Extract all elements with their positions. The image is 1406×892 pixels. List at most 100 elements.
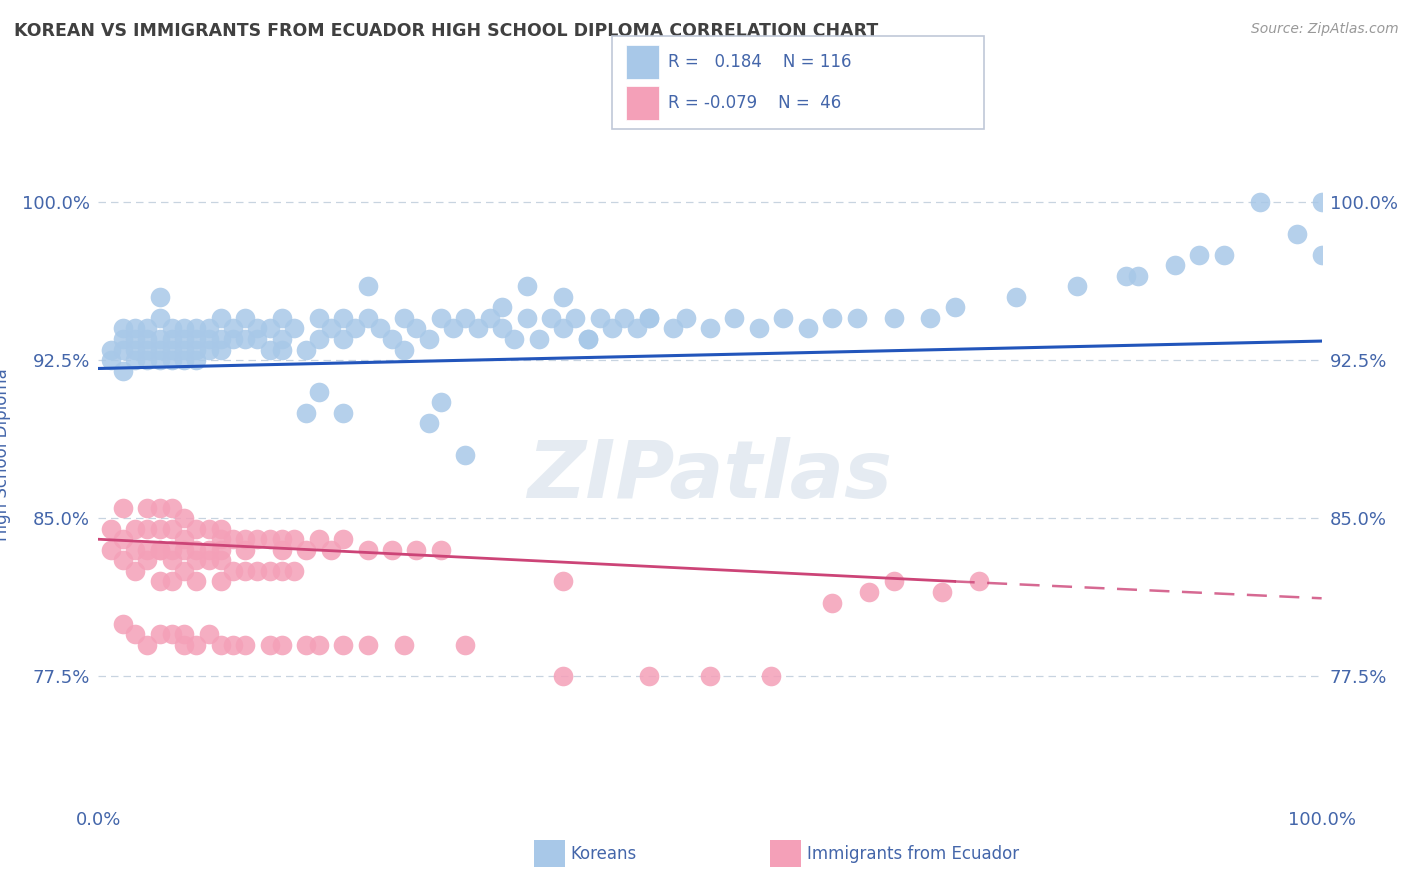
Point	[186, 321, 208, 335]
Point	[149, 310, 172, 325]
Point	[209, 542, 232, 557]
Point	[259, 564, 281, 578]
Point	[845, 310, 868, 325]
Point	[160, 500, 183, 515]
Point	[149, 290, 172, 304]
Point	[173, 638, 195, 652]
Point	[259, 533, 281, 547]
Point	[124, 522, 146, 536]
Point	[270, 533, 294, 547]
Point	[368, 321, 391, 335]
Point	[222, 332, 245, 346]
Point	[136, 522, 159, 536]
Point	[197, 321, 219, 335]
Point	[233, 533, 256, 547]
Point	[136, 500, 159, 515]
Point	[600, 321, 623, 335]
Point	[209, 332, 232, 346]
Point	[160, 542, 183, 557]
Point	[515, 310, 537, 325]
Point	[124, 353, 146, 368]
Point	[699, 321, 721, 335]
Point	[332, 406, 354, 420]
Point	[173, 533, 195, 547]
Point	[233, 332, 256, 346]
Point	[124, 332, 146, 346]
Point	[186, 574, 208, 589]
Point	[527, 332, 550, 346]
Point	[392, 638, 416, 652]
Point	[553, 290, 575, 304]
Point	[186, 522, 208, 536]
Point	[124, 564, 146, 578]
Point	[564, 310, 586, 325]
Point	[186, 332, 208, 346]
Point	[270, 310, 294, 325]
Text: Source: ZipAtlas.com: Source: ZipAtlas.com	[1251, 22, 1399, 37]
Point	[1310, 194, 1333, 209]
Text: R =   0.184    N = 116: R = 0.184 N = 116	[668, 53, 852, 70]
Point	[186, 353, 208, 368]
Point	[1286, 227, 1309, 241]
Point	[576, 332, 599, 346]
Point	[332, 310, 354, 325]
Point	[259, 343, 281, 357]
Point	[173, 353, 195, 368]
Point	[295, 542, 318, 557]
Point	[332, 533, 354, 547]
Point	[259, 321, 281, 335]
Point	[308, 533, 330, 547]
Point	[233, 564, 256, 578]
Point	[160, 553, 183, 567]
Point	[160, 343, 183, 357]
Point	[270, 542, 294, 557]
Point	[197, 553, 219, 567]
Point	[197, 343, 219, 357]
Point	[1066, 279, 1088, 293]
Point	[136, 332, 159, 346]
Point	[173, 511, 195, 525]
Point	[319, 542, 342, 557]
Point	[100, 353, 122, 368]
Point	[308, 332, 330, 346]
Point	[209, 343, 232, 357]
Point	[111, 363, 134, 377]
Point	[920, 310, 942, 325]
Point	[430, 542, 453, 557]
Point	[186, 542, 208, 557]
Point	[441, 321, 464, 335]
Point	[149, 522, 172, 536]
Point	[638, 310, 661, 325]
Point	[1128, 268, 1150, 283]
Point	[405, 321, 427, 335]
Text: Koreans: Koreans	[571, 845, 637, 863]
Point	[454, 310, 477, 325]
Point	[418, 332, 440, 346]
Point	[858, 585, 880, 599]
Point	[124, 343, 146, 357]
Point	[295, 638, 318, 652]
Point	[197, 627, 219, 641]
Point	[160, 353, 183, 368]
Point	[111, 500, 134, 515]
Point	[356, 638, 378, 652]
Point	[173, 542, 195, 557]
Point	[149, 500, 172, 515]
Point	[283, 533, 305, 547]
Point	[392, 343, 416, 357]
Point	[675, 310, 697, 325]
Point	[111, 332, 134, 346]
Point	[124, 321, 146, 335]
Point	[186, 553, 208, 567]
Point	[160, 321, 183, 335]
Point	[149, 542, 172, 557]
Point	[160, 574, 183, 589]
Point	[454, 638, 477, 652]
Point	[149, 574, 172, 589]
Point	[356, 310, 378, 325]
Point	[111, 533, 134, 547]
Point	[553, 321, 575, 335]
Point	[1004, 290, 1026, 304]
Point	[553, 574, 575, 589]
Point	[136, 638, 159, 652]
